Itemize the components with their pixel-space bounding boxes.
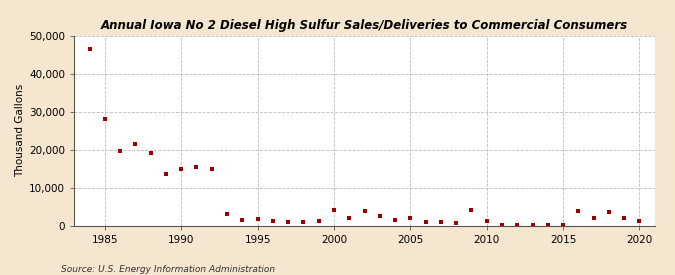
Y-axis label: Thousand Gallons: Thousand Gallons (15, 84, 25, 177)
Text: Source: U.S. Energy Information Administration: Source: U.S. Energy Information Administ… (61, 265, 275, 274)
Title: Annual Iowa No 2 Diesel High Sulfur Sales/Deliveries to Commercial Consumers: Annual Iowa No 2 Diesel High Sulfur Sale… (101, 19, 628, 32)
